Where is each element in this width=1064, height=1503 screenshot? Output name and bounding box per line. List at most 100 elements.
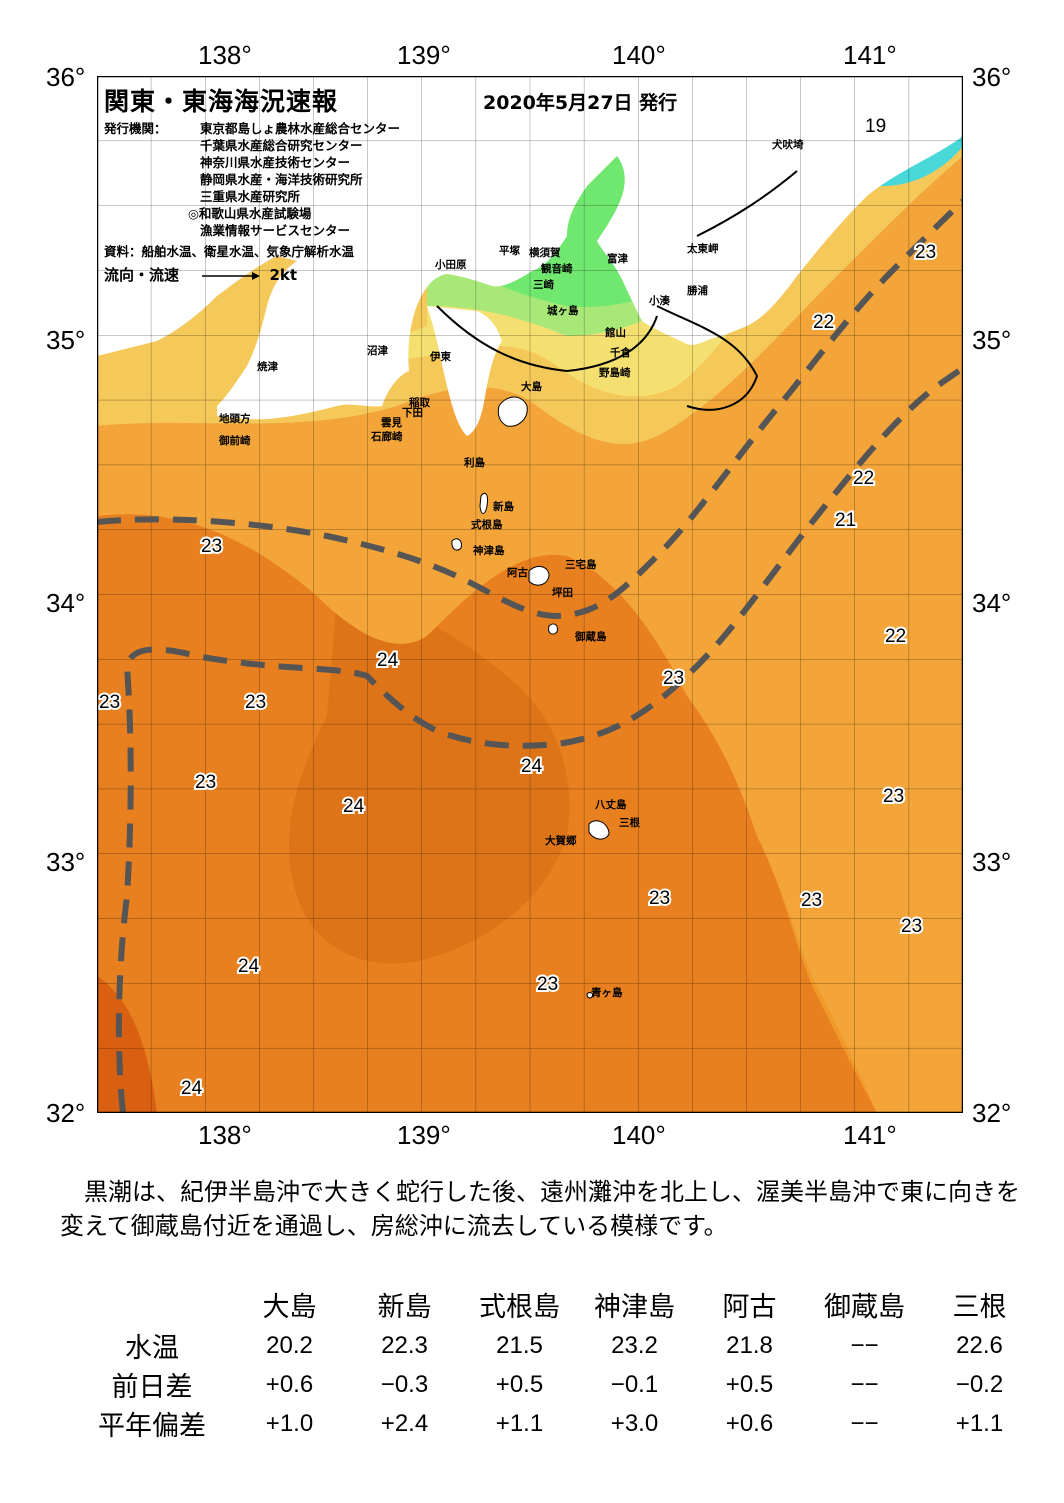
place-okago: 大賀郷 [545, 834, 577, 847]
table-corner [72, 1282, 232, 1326]
island-niijima [479, 492, 488, 514]
place-mikomoto: 雲見 [381, 417, 402, 429]
lon-label-140-top: 140° [612, 40, 666, 70]
issue-date: 2020年5月27日 発行 [483, 92, 678, 114]
lat-label-36-right: 36° [972, 62, 1012, 92]
publisher-item: 東京都島しょ農林水産総合センター [200, 121, 401, 136]
temp-label: 23 [649, 888, 670, 909]
temp-label: 22 [853, 468, 874, 489]
place-aogashima: 青ヶ島 [591, 986, 623, 999]
temp-label: 23 [883, 786, 904, 807]
lon-label-140-bottom: 140° [612, 1120, 666, 1150]
publisher-item: 静岡県水産・海洋技術研究所 [200, 172, 363, 187]
station-header: 大島 [262, 1291, 317, 1322]
publisher-item: ◎和歌山県水産試験場 [188, 206, 312, 221]
table-cell: 21.8 [726, 1331, 773, 1359]
temp-label: 23 [245, 692, 266, 713]
place-mitsune: 三根 [619, 816, 640, 829]
lat-label-35-right: 35° [972, 325, 1012, 355]
island-miyakejima [528, 565, 550, 586]
lat-label-35-left: 35° [46, 325, 86, 355]
place-shikinejima: 式根島 [471, 518, 503, 531]
place-tsubota: 坪田 [552, 586, 573, 599]
place-inatori: 稲取 [409, 396, 430, 409]
station-header: 御蔵島 [824, 1291, 905, 1322]
place-yokosuka: 横須賀 [529, 246, 561, 259]
publisher-item: 神奈川県水産技術センター [200, 155, 351, 170]
temp-label: 24 [238, 956, 260, 977]
warm-water-24b [288, 596, 570, 964]
row-label: 平年偏差 [98, 1411, 206, 1441]
table-cell: 20.2 [266, 1331, 313, 1359]
land-izu [427, 306, 502, 436]
island-oshima [497, 396, 528, 427]
temp-label: 23 [801, 890, 822, 911]
island-hachijojima [588, 820, 610, 840]
lat-label-34-left: 34° [46, 588, 86, 618]
lon-label-138-bottom: 138° [198, 1120, 252, 1150]
contour-line-2 [436, 305, 658, 373]
station-header: 三根 [952, 1291, 1007, 1322]
arrow-icon [202, 271, 261, 280]
kuroshio-axis-north [97, 198, 963, 620]
place-toshima: 利島 [464, 456, 485, 469]
table-cell: 22.6 [956, 1331, 1003, 1359]
table-cell: +0.6 [725, 1409, 774, 1437]
table-cell: 23.2 [611, 1331, 658, 1359]
page-title: 関東・東海海況速報 [104, 87, 339, 116]
place-mikurajima: 御蔵島 [574, 630, 607, 643]
table-cell: +3.0 [610, 1409, 659, 1437]
table-header-row: 大島 新島 式根島 神津島 阿古 御蔵島 三根 [72, 1282, 1037, 1326]
table-cell: −− [850, 1331, 879, 1359]
lat-label-32-left: 32° [46, 1098, 86, 1128]
map-frame [97, 76, 963, 1113]
table-cell: +1.1 [955, 1409, 1004, 1437]
temp-label: 22 [813, 312, 834, 333]
table-cell: −− [850, 1370, 879, 1398]
place-tateyama: 館山 [604, 326, 626, 339]
place-ako: 阿古 [507, 566, 528, 579]
lon-label-141-bottom: 141° [843, 1120, 897, 1150]
table-row: 平年偏差 +1.0 +2.4 +1.1 +3.0 +0.6 −− +1.1 [72, 1404, 1037, 1443]
island-kozushima [451, 538, 462, 551]
place-inubozaki: 犬吠埼 [771, 138, 804, 151]
place-odawara: 小田原 [434, 258, 467, 271]
temp-label: 24 [343, 796, 365, 817]
table-cell: +0.6 [265, 1370, 314, 1398]
temp-label: 24 [181, 1078, 203, 1099]
grid-lines [97, 76, 963, 1113]
place-hiratsuka: 平塚 [499, 244, 520, 257]
place-jogashima: 城ヶ島 [547, 304, 579, 317]
place-kannonzaki: 観音崎 [541, 262, 573, 275]
lon-label-139-top: 139° [397, 40, 451, 70]
temp-label: 23 [901, 916, 922, 937]
row-label: 水温 [125, 1333, 179, 1363]
publishers-list: 東京都島しょ農林水産総合センター 千葉県水産総合研究センター 神奈川県水産技術セ… [188, 120, 401, 239]
place-omaezaki: 御前崎 [218, 434, 251, 447]
place-taitomisaki: 太東岬 [686, 242, 719, 255]
place-niijima: 新島 [493, 500, 514, 513]
place-kominato: 小湊 [648, 294, 670, 307]
publishers-label: 発行機関： [104, 121, 167, 136]
table-cell: 21.5 [496, 1331, 543, 1359]
table-cell: −0.1 [610, 1370, 659, 1398]
temp-label: 23 [663, 668, 684, 689]
temp-label: 23 [537, 974, 558, 995]
table-cell: +0.5 [725, 1370, 774, 1398]
table-cell: −− [850, 1409, 879, 1437]
place-shimoda: 下田 [402, 407, 423, 419]
temp-label: 19 [865, 116, 886, 137]
table-cell: +1.1 [495, 1409, 544, 1437]
table-cell: +1.0 [265, 1409, 314, 1437]
place-names: 犬吠埼 太東岬 勝浦 小湊 富津 館山 千倉 野島崎 横須賀 観音崎 平塚 小田… [218, 138, 804, 999]
current-legend: 流向・流速 2kt [104, 264, 297, 285]
current-legend-label: 流向・流速 [104, 266, 180, 284]
observation-table: 大島 新島 式根島 神津島 阿古 御蔵島 三根 水温 20.2 22.3 21.… [72, 1282, 1037, 1443]
place-misaki: 三崎 [533, 278, 554, 291]
temperature-labels: 19 22 23 23 22 21 22 23 24 23 23 23 24 2… [97, 114, 938, 1101]
place-numazu: 沼津 [367, 344, 388, 357]
kuroshio-description: 黒潮は、紀伊半島沖で大きく蛇行した後、遠州灘沖を北上し、渥美半島沖で東に向きを変… [60, 1178, 1020, 1240]
temp-label: 23 [99, 692, 120, 713]
place-irozaki: 石廊崎 [370, 430, 403, 443]
place-miyakejima: 三宅島 [565, 558, 597, 571]
